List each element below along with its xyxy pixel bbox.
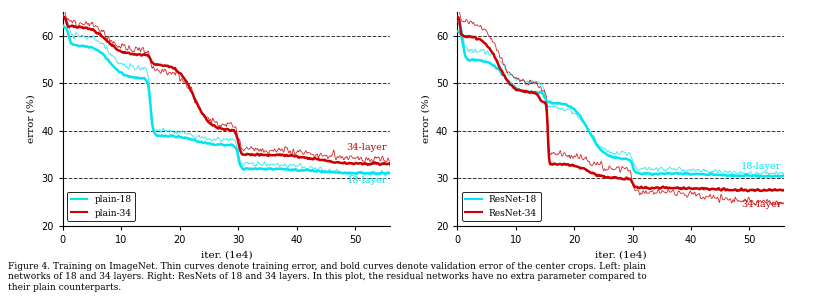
X-axis label: iter. (1e4): iter. (1e4) (595, 250, 647, 259)
Text: 18-layer: 18-layer (741, 162, 782, 171)
Y-axis label: error (%): error (%) (27, 95, 36, 143)
Text: 18-layer: 18-layer (347, 176, 388, 185)
Text: Figure 4. Training on ​ImageNet​. Thin curves denote training error, and bold cu: Figure 4. Training on ​ImageNet​. Thin c… (8, 262, 647, 292)
Legend: plain-18, plain-34: plain-18, plain-34 (67, 191, 135, 221)
X-axis label: iter. (1e4): iter. (1e4) (201, 250, 253, 259)
Y-axis label: error (%): error (%) (421, 95, 430, 143)
Text: 34-layer: 34-layer (347, 143, 388, 152)
Legend: ResNet-18, ResNet-34: ResNet-18, ResNet-34 (461, 191, 540, 221)
Text: 34-layer: 34-layer (741, 200, 782, 209)
